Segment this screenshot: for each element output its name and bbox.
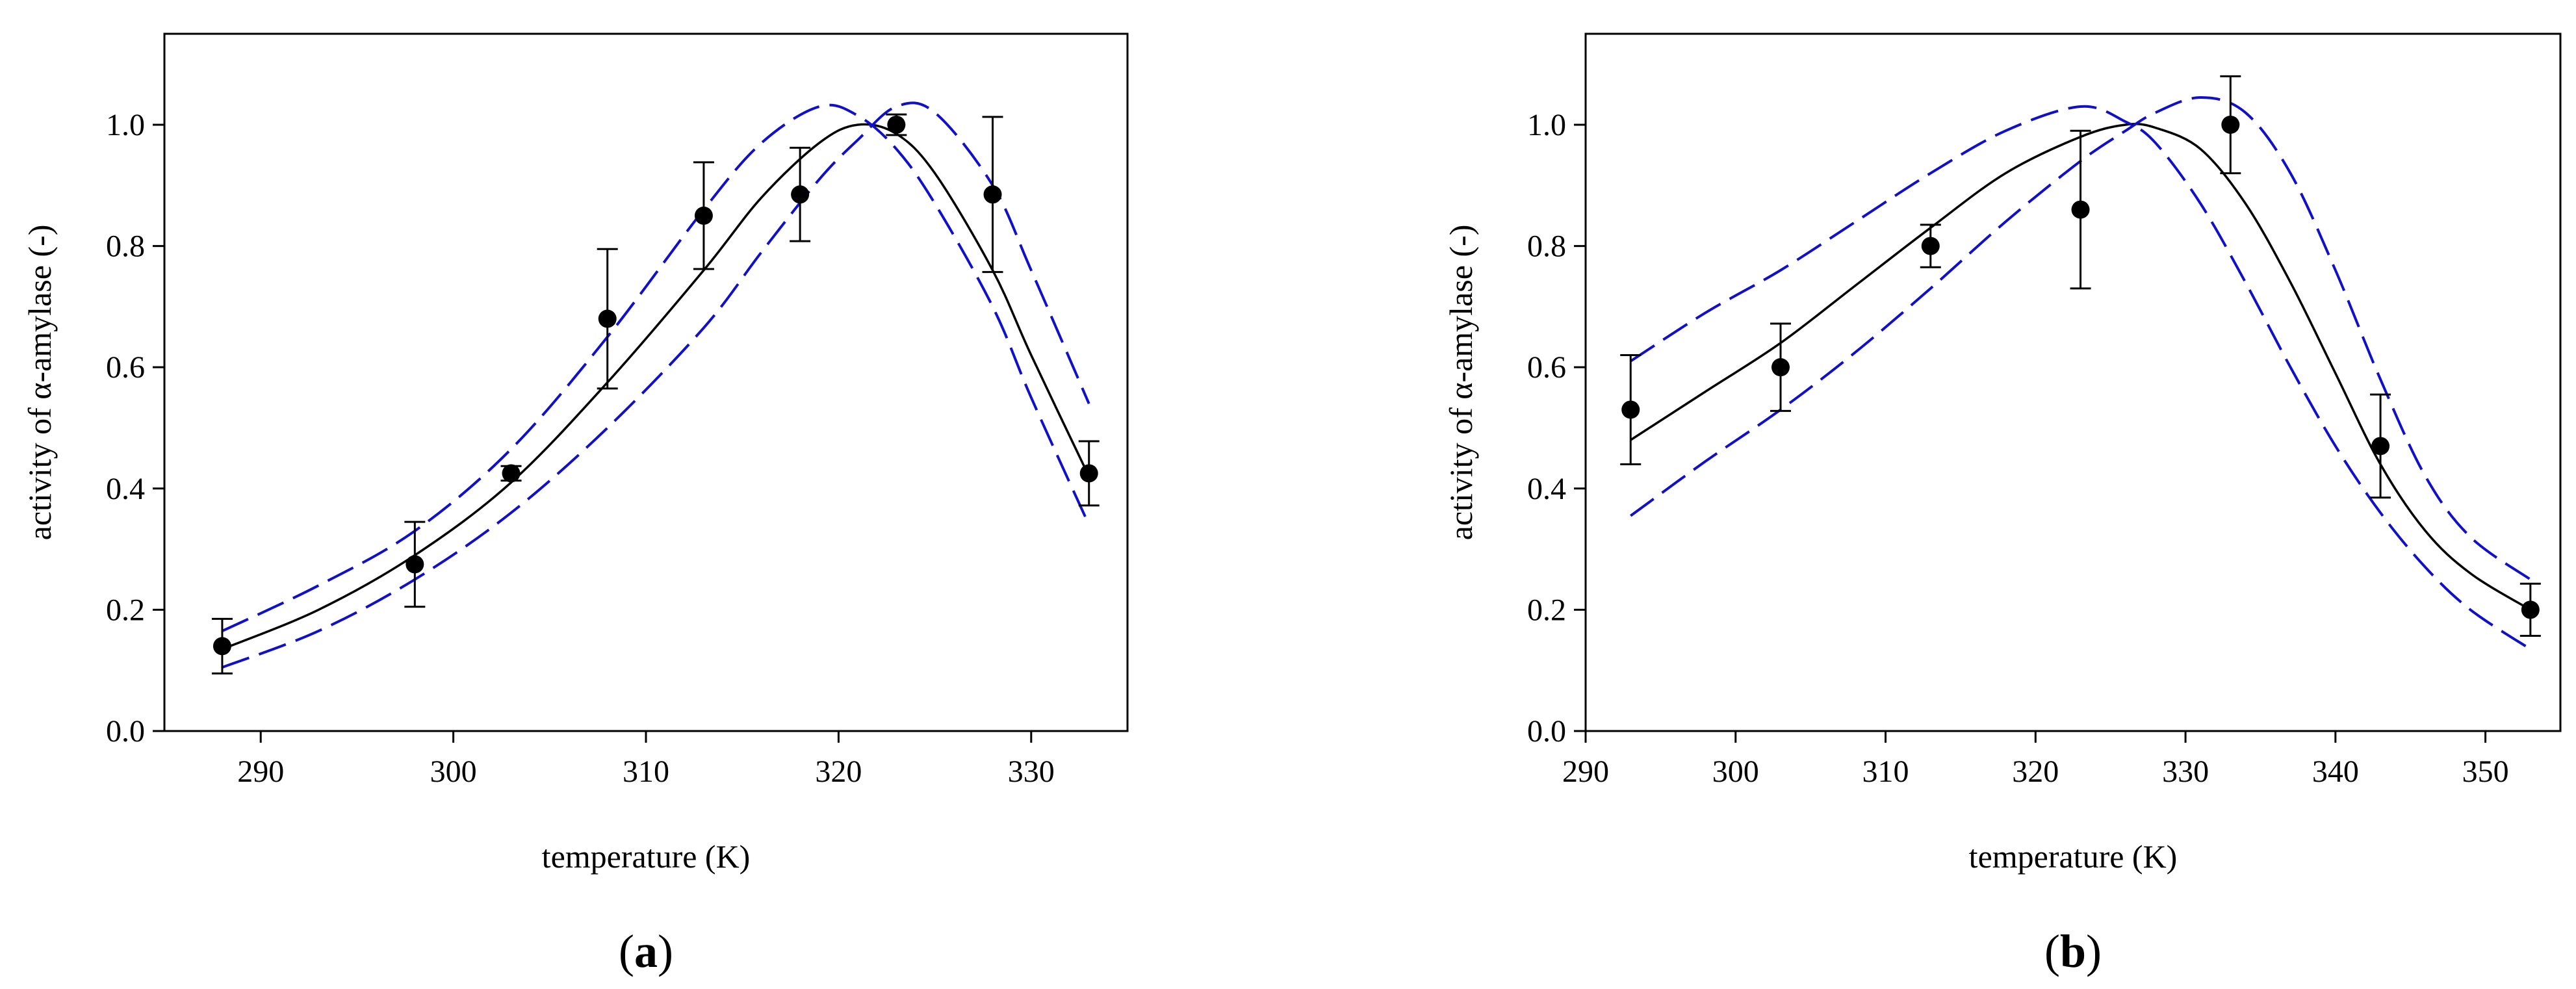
data-point — [213, 637, 231, 656]
y-tick-label: 1.0 — [106, 108, 145, 142]
data-point — [1771, 358, 1790, 377]
series-line-upper-bound — [222, 103, 1090, 632]
data-point — [2221, 115, 2240, 134]
data-point — [983, 185, 1002, 204]
y-axis-title-a: activity of α-amylase (-) — [21, 225, 58, 541]
y-axis-b: 0.0 0.2 0.4 0.6 0.8 1.0 — [1527, 108, 1586, 749]
series-line-fit — [1630, 123, 2531, 611]
data-point — [694, 206, 713, 225]
x-tick-label: 320 — [2012, 754, 2059, 789]
x-tick-label: 350 — [2462, 754, 2509, 789]
x-tick-label: 290 — [1562, 754, 1609, 789]
series-line-upper-bound — [1630, 105, 2531, 650]
y-tick-label: 0.8 — [106, 229, 145, 264]
x-axis-a: 290 300 310 320 330 — [237, 731, 1055, 789]
y-tick-label: 0.6 — [1527, 350, 1566, 385]
panel-label-letter: b — [2060, 925, 2086, 977]
data-point — [2521, 600, 2540, 619]
panel-label-b: (b) — [2044, 925, 2102, 977]
data-point — [1921, 237, 1940, 255]
x-axis-title-b: temperature (K) — [1969, 838, 2178, 875]
data-point — [1079, 464, 1098, 483]
y-tick-label: 0.2 — [1527, 593, 1566, 627]
plot-area-a — [211, 101, 1100, 674]
x-tick-label: 310 — [1862, 754, 1909, 789]
y-tick-label: 0.0 — [1527, 714, 1566, 749]
y-tick-label: 0.4 — [1527, 472, 1566, 506]
y-axis-title-b: activity of α-amylase (-) — [1443, 225, 1479, 541]
y-tick-label: 0.4 — [106, 472, 145, 506]
panel-label-open: ( — [2044, 925, 2060, 977]
x-tick-label: 300 — [430, 754, 477, 789]
x-axis-title-a: temperature (K) — [542, 838, 751, 875]
panel-label-letter: a — [634, 925, 658, 977]
x-tick-label: 310 — [623, 754, 669, 789]
data-point — [887, 115, 906, 134]
series-line-lower-bound — [1630, 96, 2532, 581]
x-axis-b: 290 300 310 320 330 340 350 — [1562, 731, 2509, 789]
panel-label-close: ) — [2086, 925, 2102, 977]
x-tick-label: 330 — [1008, 754, 1055, 789]
y-tick-label: 0.6 — [106, 350, 145, 385]
x-tick-label: 290 — [237, 754, 284, 789]
plot-frame-b — [1584, 32, 2562, 732]
x-tick-label: 300 — [1712, 754, 1759, 789]
y-tick-label: 0.2 — [106, 593, 145, 627]
y-tick-label: 1.0 — [1527, 108, 1566, 142]
chart-panel-b: 290 300 310 320 330 340 350 0.0 0.2 0.4 0.6 0.8 1.0… — [1443, 32, 2562, 977]
data-point — [2071, 200, 2090, 219]
data-point — [598, 309, 617, 328]
plot-area-b — [1620, 75, 2541, 650]
data-point — [2371, 437, 2390, 456]
panel-label-a: (a) — [619, 925, 673, 977]
x-tick-label: 330 — [2162, 754, 2209, 789]
y-tick-label: 0.8 — [1527, 229, 1566, 264]
y-axis-a: 0.0 0.2 0.4 0.6 0.8 1.0 — [106, 108, 164, 749]
panel-label-close: ) — [658, 925, 673, 977]
y-tick-label: 0.0 — [106, 714, 145, 749]
panel-label-open: ( — [619, 925, 634, 977]
data-point — [791, 185, 810, 204]
data-point — [502, 464, 521, 483]
x-tick-label: 340 — [2312, 754, 2359, 789]
data-point — [406, 555, 424, 574]
data-point — [1621, 400, 1640, 419]
x-tick-label: 320 — [815, 754, 862, 789]
chart-panel-a: 290 300 310 320 330 0.0 0.2 0.4 0.6 0.8 1.0 tempe… — [21, 32, 1129, 977]
